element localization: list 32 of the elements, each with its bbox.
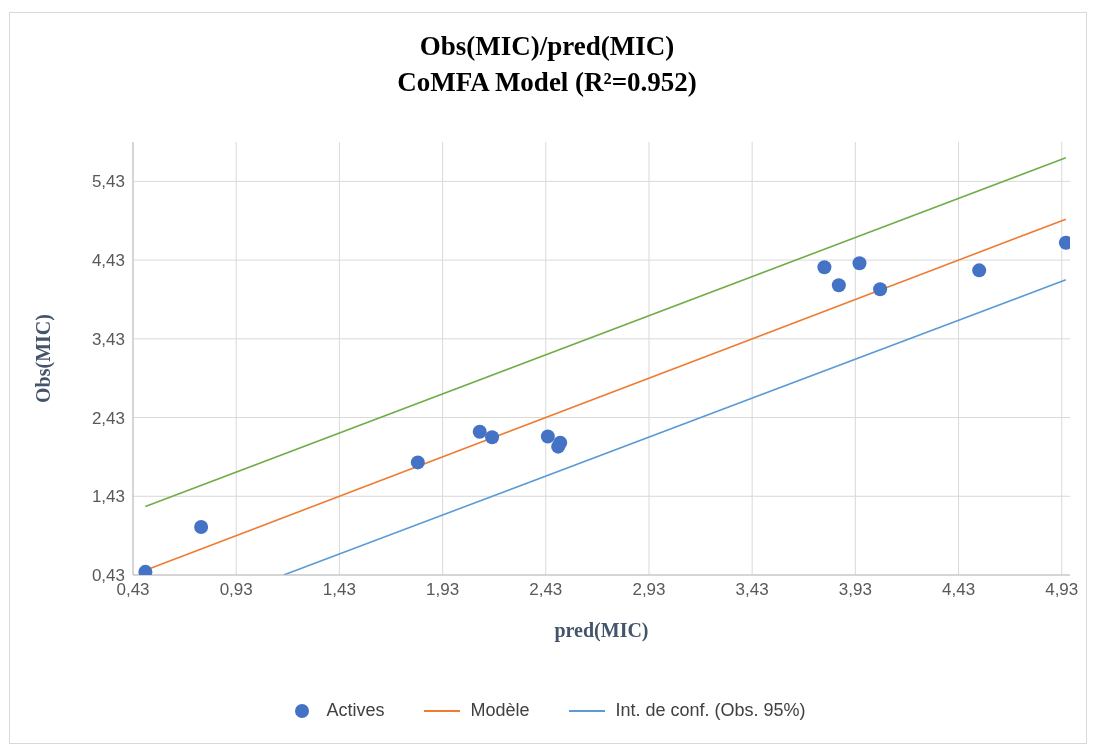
point <box>852 256 867 271</box>
point <box>831 278 846 293</box>
x-tick-label: 1,93 <box>426 580 460 600</box>
legend-label: Actives <box>326 700 385 721</box>
chart-title: Obs(MIC)/pred(MIC) <box>418 30 676 63</box>
x-tick-label: 1,43 <box>322 580 356 600</box>
point <box>194 519 209 534</box>
y-tick-label: 1,43 <box>91 487 125 507</box>
x-tick-label: 4,93 <box>1045 580 1079 600</box>
point <box>485 430 500 445</box>
x-tick-label: 3,43 <box>735 580 769 600</box>
x-tick-label: 4,43 <box>942 580 976 600</box>
y-tick-label: 3,43 <box>91 329 125 349</box>
point <box>817 260 832 275</box>
x-tick-label: 2,43 <box>529 580 563 600</box>
x-tick-label: 2,93 <box>632 580 666 600</box>
legend-label: Int. de conf. (Obs. 95%) <box>615 700 806 721</box>
legend-label: Modèle <box>470 700 530 721</box>
chart-subtitle: CoMFA Model (R²=0.952) <box>396 66 698 99</box>
point <box>410 455 425 470</box>
y-tick-label: 2,43 <box>91 408 125 428</box>
x-axis-title: pred(MIC) <box>554 619 649 642</box>
y-tick-label: 4,43 <box>91 251 125 271</box>
point <box>540 429 555 444</box>
y-tick-label: 5,43 <box>91 172 125 192</box>
point <box>472 424 487 439</box>
x-tick-label: 3,93 <box>838 580 872 600</box>
y-axis-title: Obs(MIC) <box>32 314 56 403</box>
point <box>553 435 568 450</box>
point <box>873 282 888 297</box>
point <box>972 263 987 278</box>
x-tick-label: 0,93 <box>219 580 253 600</box>
